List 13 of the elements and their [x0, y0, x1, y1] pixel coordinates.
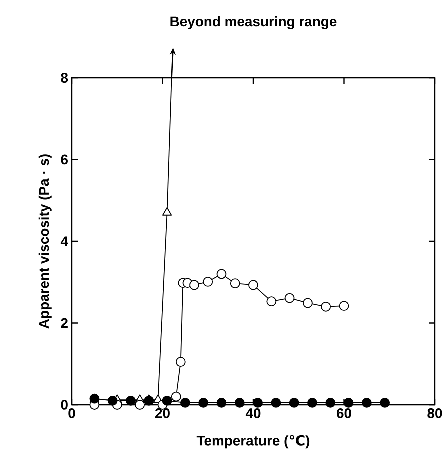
y-tick-label: 0 [61, 400, 68, 410]
x-tick-label: 80 [428, 408, 442, 418]
text: Beyond measuring range [170, 16, 337, 30]
x-tick-label: 60 [337, 408, 352, 418]
y-tick-label: 4 [60, 236, 68, 246]
x-tick-label: 0 [68, 408, 76, 418]
y-tick-label: 8 [61, 73, 68, 83]
y-tick-label: 2 [61, 318, 68, 328]
y-tick-label: 6 [61, 154, 68, 165]
x-tick-label: 40 [246, 408, 261, 418]
x-axis-title: Temperature (℃) [196, 435, 310, 449]
y-axis-title: Apparent viscosity (Pa · s) [38, 154, 52, 329]
x-tick-label: 20 [155, 408, 170, 418]
